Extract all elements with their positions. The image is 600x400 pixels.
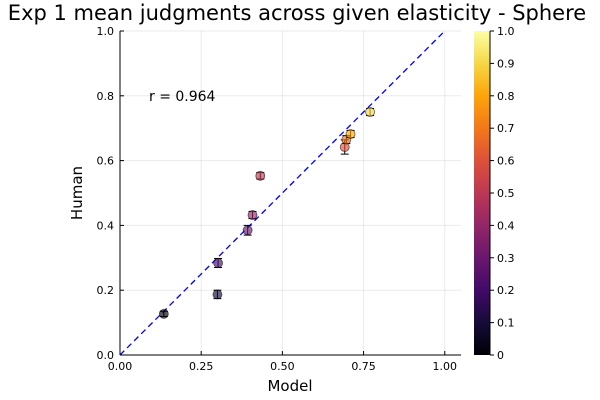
x-tick-label: 1.00 (433, 360, 458, 373)
data-point (213, 258, 223, 268)
y-ticks: 0.0 0.2 0.4 0.6 0.8 1.0 (97, 25, 124, 362)
y-tick-label: 1.0 (97, 25, 115, 38)
data-point (158, 308, 169, 319)
data-point (242, 225, 253, 236)
y-tick-label: 0.0 (97, 349, 115, 362)
grid (119, 30, 461, 356)
x-axis-label: Model (267, 377, 312, 395)
colorbar-tick-label: 0.4 (497, 219, 515, 232)
colorbar-gradient (474, 31, 490, 355)
x-tick-label: 0.75 (351, 360, 376, 373)
colorbar (474, 31, 491, 355)
x-tick-label: 0.25 (189, 360, 214, 373)
y-tick-label: 0.8 (97, 90, 115, 103)
y-axis-label: Human (68, 166, 86, 220)
reference-line (119, 30, 446, 356)
colorbar-tick-label: 0.2 (497, 284, 515, 297)
x-tick-label: 0.50 (270, 360, 295, 373)
data-point (247, 210, 258, 220)
x-tick-label: 0.00 (108, 360, 133, 373)
y-tick-label: 0.2 (97, 284, 115, 297)
y-tick-label: 0.4 (97, 219, 115, 232)
correlation-annotation: r = 0.964 (149, 89, 216, 105)
colorbar-tick-label: 0.6 (497, 155, 515, 168)
colorbar-tick-label: 0.3 (497, 252, 515, 265)
data-points (158, 107, 375, 319)
y-tick-label: 0.6 (97, 155, 115, 168)
x-ticks: 0.00 0.25 0.50 0.75 1.00 (108, 351, 457, 373)
data-point (345, 129, 356, 139)
colorbar-tick-label: 0.1 (497, 317, 515, 330)
data-point (365, 107, 375, 117)
colorbar-tick-label: 1.0 (497, 25, 515, 38)
axes (119, 31, 461, 356)
colorbar-tick-label: 0.5 (497, 187, 515, 200)
data-point (255, 170, 266, 181)
colorbar-ticks: 0 0.1 0.2 0.3 0.4 0.5 0.6 0.7 0.8 0.9 1.0 (490, 25, 515, 362)
colorbar-tick-label: 0.7 (497, 122, 515, 135)
colorbar-tick-label: 0.9 (497, 57, 515, 70)
colorbar-tick-label: 0 (497, 349, 504, 362)
data-point (212, 289, 223, 300)
colorbar-tick-label: 0.8 (497, 90, 515, 103)
chart-title: Exp 1 mean judgments across given elasti… (8, 1, 586, 25)
